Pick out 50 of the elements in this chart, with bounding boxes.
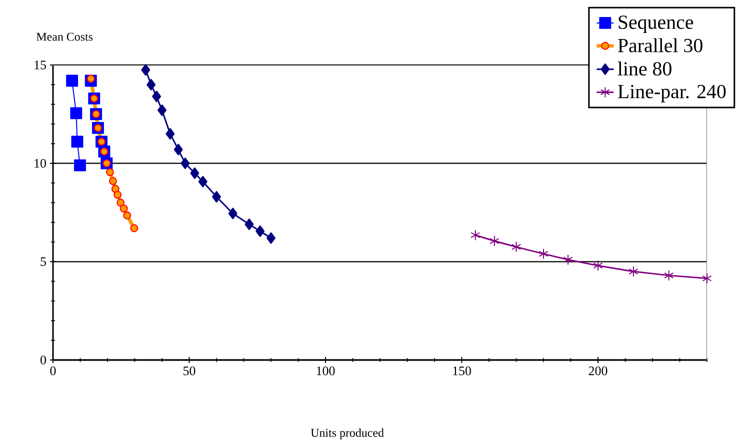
point xyxy=(152,90,162,102)
y-tick-label: 10 xyxy=(34,158,46,168)
point xyxy=(256,225,265,237)
point xyxy=(108,177,117,186)
legend-label: Sequence xyxy=(618,16,694,34)
point xyxy=(114,190,122,199)
point xyxy=(212,191,221,202)
point xyxy=(120,204,128,213)
x-axis-title: Units produced xyxy=(310,428,384,440)
point xyxy=(123,211,132,220)
point xyxy=(166,128,175,140)
y-axis-title: Mean Costs xyxy=(36,32,93,41)
point xyxy=(116,198,125,207)
point xyxy=(71,136,84,148)
point xyxy=(228,208,238,220)
y-tick-label: 0 xyxy=(40,356,46,364)
x-tick-label: 200 xyxy=(588,366,608,376)
point xyxy=(664,270,674,281)
legend-label: Parallel 30 xyxy=(618,38,702,52)
legend-label: line 80 xyxy=(618,62,672,76)
point xyxy=(190,167,200,179)
point xyxy=(244,218,254,230)
point xyxy=(702,272,712,284)
point xyxy=(538,248,548,260)
point xyxy=(74,159,86,172)
x-tick-label: 150 xyxy=(453,366,471,376)
point xyxy=(490,236,500,246)
point xyxy=(511,241,522,252)
x-tick-label: 100 xyxy=(316,366,335,376)
point xyxy=(198,176,208,188)
legend-label: Line-par. 240 xyxy=(618,84,726,102)
point xyxy=(628,266,638,277)
point xyxy=(66,74,78,87)
point xyxy=(174,144,183,156)
point xyxy=(146,78,156,90)
y-tick-label: 5 xyxy=(40,257,46,266)
point xyxy=(70,107,82,120)
point xyxy=(563,254,573,266)
point xyxy=(130,224,138,232)
point xyxy=(593,260,603,272)
point xyxy=(158,104,166,116)
x-tick-label: 0 xyxy=(50,366,56,376)
point xyxy=(141,64,150,76)
point xyxy=(86,74,95,83)
point xyxy=(180,158,190,170)
point xyxy=(106,168,114,176)
point xyxy=(266,232,276,244)
y-tick-label: 15 xyxy=(34,60,46,70)
x-tick-label: 50 xyxy=(184,366,196,376)
point xyxy=(470,230,480,241)
